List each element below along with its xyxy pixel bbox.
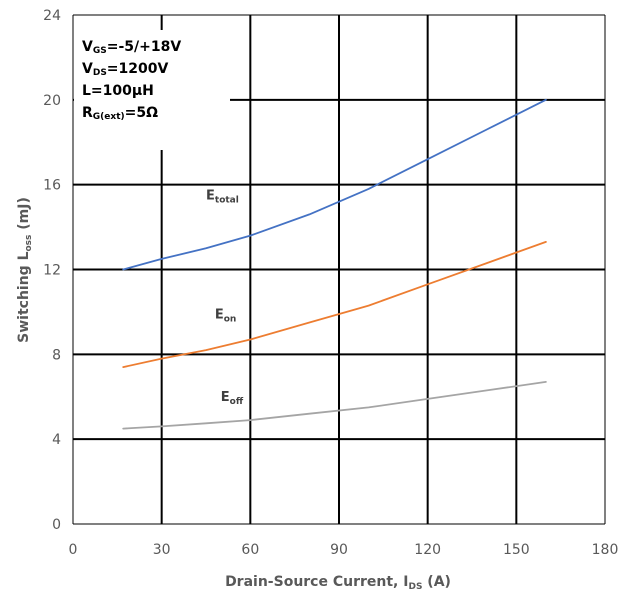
x-tick-label: 30	[153, 542, 171, 558]
x-tick-label: 150	[503, 542, 530, 558]
condition-vds: VDS=1200V	[82, 61, 169, 78]
x-tick-label: 180	[592, 542, 619, 558]
series-label-total: Etotal	[206, 189, 239, 206]
series-line-off	[122, 380, 547, 430]
y-tick-label: 20	[43, 93, 61, 109]
condition-gate-resistance: RG(ext)=5Ω	[82, 105, 158, 122]
series-labels: Etotal Eon Eoff	[206, 189, 244, 407]
y-tick-label: 24	[43, 8, 61, 24]
x-tick-label: 60	[241, 542, 259, 558]
x-axis-title: Drain-Source Current, IDS (A)	[225, 574, 451, 592]
x-tick-label: 120	[414, 542, 441, 558]
x-tick-label: 90	[330, 542, 348, 558]
y-tick-label: 16	[43, 178, 61, 194]
series-line-total	[122, 98, 547, 271]
y-tick-label: 12	[43, 263, 61, 279]
y-axis-title: Switching Loss (mJ)	[16, 197, 34, 343]
x-tick-label: 0	[69, 542, 78, 558]
condition-vgs: VGS=-5/+18V	[82, 39, 182, 56]
series-layer	[122, 98, 547, 430]
y-tick-label: 8	[52, 347, 61, 363]
series-label-off: Eoff	[221, 390, 244, 407]
condition-inductance: L=100µH	[82, 83, 154, 99]
series-line-on	[122, 240, 547, 369]
series-label-on: Eon	[215, 307, 236, 324]
x-axis-ticks: 0 30 60 90 120 150 180	[69, 542, 619, 558]
y-axis-ticks: 0 4 8 12 16 20 24	[43, 8, 61, 533]
y-tick-label: 4	[52, 432, 61, 448]
test-conditions-box: VGS=-5/+18V VDS=1200V L=100µH RG(ext)=5Ω	[74, 30, 230, 150]
y-tick-label: 0	[52, 517, 61, 533]
grid-lines	[72, 14, 606, 525]
